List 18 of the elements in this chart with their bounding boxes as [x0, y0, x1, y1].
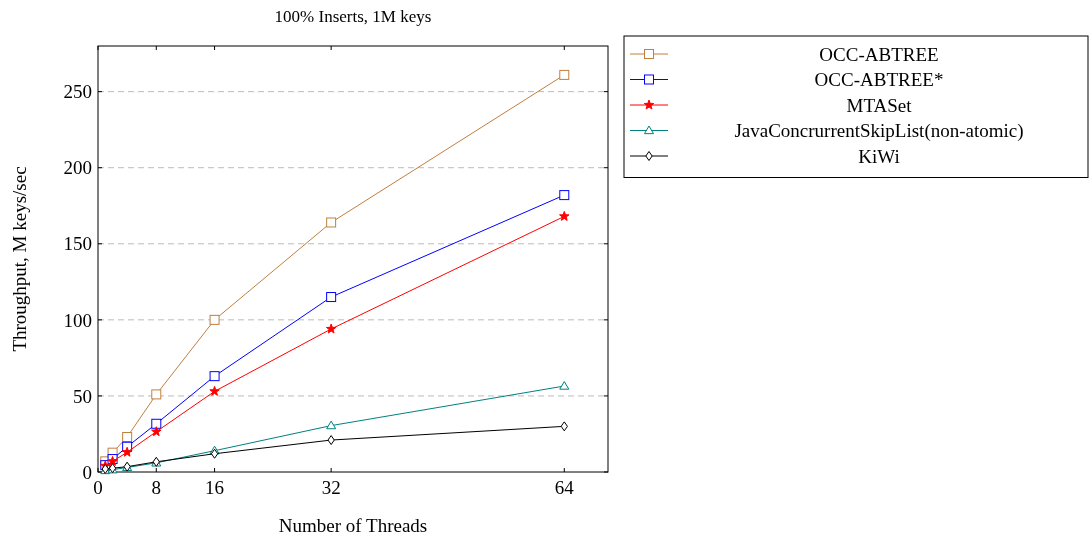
chart-title: 100% Inserts, 1M keys: [274, 7, 432, 26]
text: JavaConcrurrentSkipList(non-atomic): [734, 120, 1024, 143]
text: MTASet: [846, 94, 913, 116]
y-tick-label: 50: [73, 385, 92, 407]
y-tick-label: 100: [63, 309, 92, 331]
y-axis-title: Throughput, M keys/sec: [9, 166, 30, 352]
x-axis-title: Number of Threads: [278, 515, 428, 536]
text: KiWi: [858, 145, 900, 167]
x-tick-label: 32: [321, 477, 341, 498]
x-tick-label: 64: [554, 477, 575, 498]
x-tick-label: 16: [205, 477, 225, 498]
y-tick-label: 150: [63, 233, 92, 255]
text: OCC-ABTREE: [819, 43, 939, 65]
y-tick-label: 250: [63, 81, 92, 103]
y-tick-label: 0: [82, 461, 92, 483]
text: OCC-ABTREE*: [814, 69, 944, 91]
x-tick-label: 8: [151, 477, 162, 498]
y-tick-label: 200: [63, 157, 92, 179]
